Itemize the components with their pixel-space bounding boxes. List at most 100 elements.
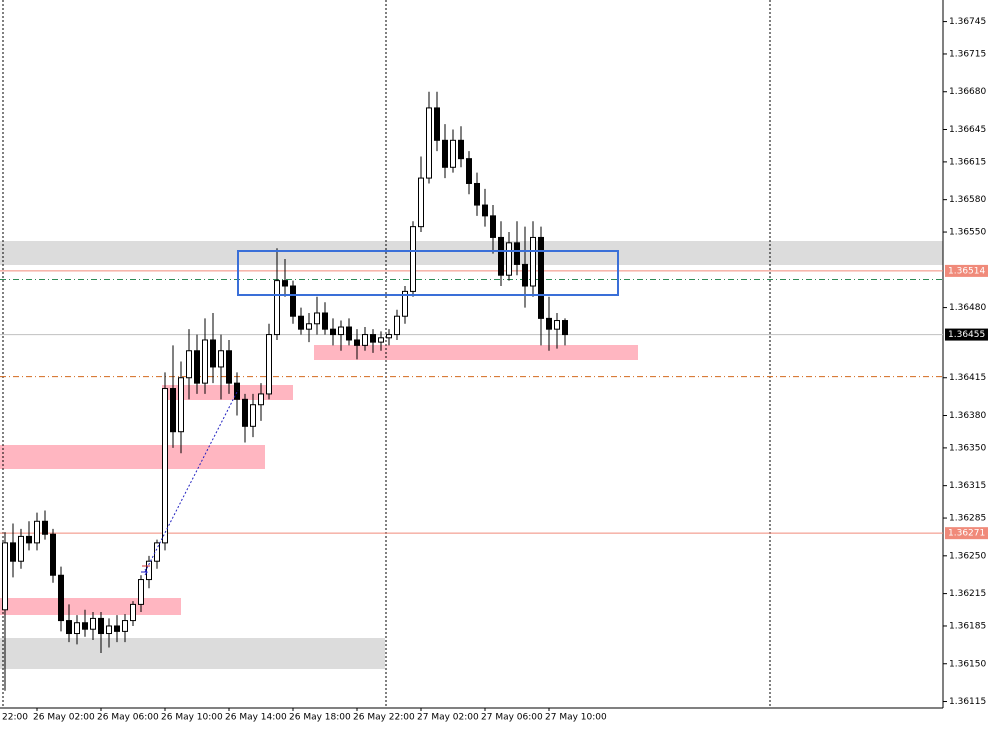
candle-body	[458, 139, 464, 160]
y-tick-label: 1.36480	[949, 303, 986, 313]
gray-zone	[0, 241, 943, 265]
candle-body	[10, 542, 16, 562]
candle-body	[450, 139, 456, 168]
candle-body	[290, 285, 296, 317]
y-tick-label: 1.36250	[949, 551, 986, 561]
axis-labels: 1.36745 1.36715 1.36680 1.36645 1.36615 1.365…	[2, 17, 988, 723]
candle-body	[322, 312, 328, 330]
y-tick-label: 1.36645	[949, 125, 986, 135]
candle-body	[562, 320, 568, 336]
candle-body	[498, 236, 504, 276]
candle-body	[306, 323, 312, 330]
candle-body	[194, 350, 200, 384]
y-tick-label: 1.36350	[949, 443, 986, 453]
candle-body	[26, 535, 32, 544]
candle-body	[162, 388, 168, 544]
y-tick-label: 1.36745	[949, 17, 986, 27]
candle-body	[434, 107, 440, 141]
x-tick-label: 26 May 02:00	[33, 713, 95, 723]
candle-body	[106, 625, 112, 635]
candle-body	[210, 339, 216, 368]
candle-body	[514, 242, 520, 265]
candle-body	[314, 312, 320, 325]
price-tag-label: 1.36271	[948, 529, 985, 539]
candle-body	[346, 326, 352, 341]
candle-body	[242, 398, 248, 427]
candle-body	[378, 337, 384, 343]
plot	[0, 91, 943, 691]
candle-body	[410, 226, 416, 292]
candle-body	[522, 263, 528, 287]
candle-body	[122, 620, 128, 632]
price-tag	[945, 328, 988, 341]
pink-zone	[0, 598, 181, 615]
pink-zone	[314, 345, 638, 360]
candle-body	[402, 290, 408, 317]
candle-body	[18, 535, 24, 562]
candle-body	[354, 339, 360, 346]
x-tick-label: 26 May 06:00	[97, 713, 159, 723]
candle-body	[130, 603, 136, 622]
candle-body	[538, 236, 544, 319]
candle-body	[250, 404, 256, 427]
arrow-icon	[141, 568, 148, 576]
candle-body	[394, 315, 400, 336]
candle-body	[482, 204, 488, 217]
candle-body	[50, 533, 56, 576]
price-tag-label: 1.36514	[948, 266, 985, 276]
x-tick-label: 26 May 14:00	[225, 713, 287, 723]
range-box	[237, 250, 619, 296]
candle-body	[474, 182, 480, 206]
y-tick-label: 1.36380	[949, 411, 986, 421]
candle-body	[186, 350, 192, 379]
candle-body	[506, 242, 512, 276]
candle-body	[114, 625, 120, 632]
candle-body	[98, 617, 104, 635]
y-tick-label: 1.36115	[949, 697, 986, 707]
candle-body	[202, 339, 208, 384]
candle-body	[554, 320, 560, 330]
x-tick-label: 27 May 02:00	[417, 713, 479, 723]
y-tick-label: 1.36285	[949, 514, 986, 524]
candle-body	[282, 280, 288, 287]
candle-body	[42, 520, 48, 535]
y-tick-label: 1.36150	[949, 659, 986, 669]
candle-body	[90, 617, 96, 630]
x-tick-label: 27 May 06:00	[481, 713, 543, 723]
gray-zone	[0, 638, 385, 669]
candle-body	[370, 334, 376, 343]
candle-body	[298, 315, 304, 330]
y-tick-label: 1.36580	[949, 195, 986, 205]
y-tick-label: 1.36185	[949, 621, 986, 631]
y-tick-label: 1.36315	[949, 481, 986, 491]
candle-body	[386, 334, 392, 339]
candle-body	[530, 236, 536, 287]
candle-body	[266, 334, 272, 395]
candle-body	[154, 542, 160, 562]
candle-body	[58, 574, 64, 622]
candle-body	[490, 215, 496, 238]
candle-body	[258, 393, 264, 406]
candle-body	[466, 158, 472, 184]
price-tag	[945, 527, 988, 540]
candle-body	[226, 350, 232, 384]
candle-body	[138, 579, 144, 605]
y-tick-label: 1.36615	[949, 157, 986, 167]
y-tick-label: 1.36415	[949, 373, 986, 383]
candle-body	[170, 388, 176, 433]
candle-body	[330, 328, 336, 336]
candle-body	[66, 620, 72, 635]
candle-body	[426, 107, 432, 179]
price-tag	[945, 264, 988, 277]
candle-body	[234, 382, 240, 400]
y-tick-label: 1.36550	[949, 228, 986, 238]
x-tick-label: 27 May 10:00	[545, 713, 607, 723]
x-tick-label: 22:00	[2, 713, 28, 723]
x-tick-label: 26 May 18:00	[289, 713, 351, 723]
x-tick-label: 26 May 22:00	[353, 713, 415, 723]
candle-body	[338, 326, 344, 336]
candle-body	[178, 377, 184, 433]
y-tick-label: 1.36680	[949, 87, 986, 97]
